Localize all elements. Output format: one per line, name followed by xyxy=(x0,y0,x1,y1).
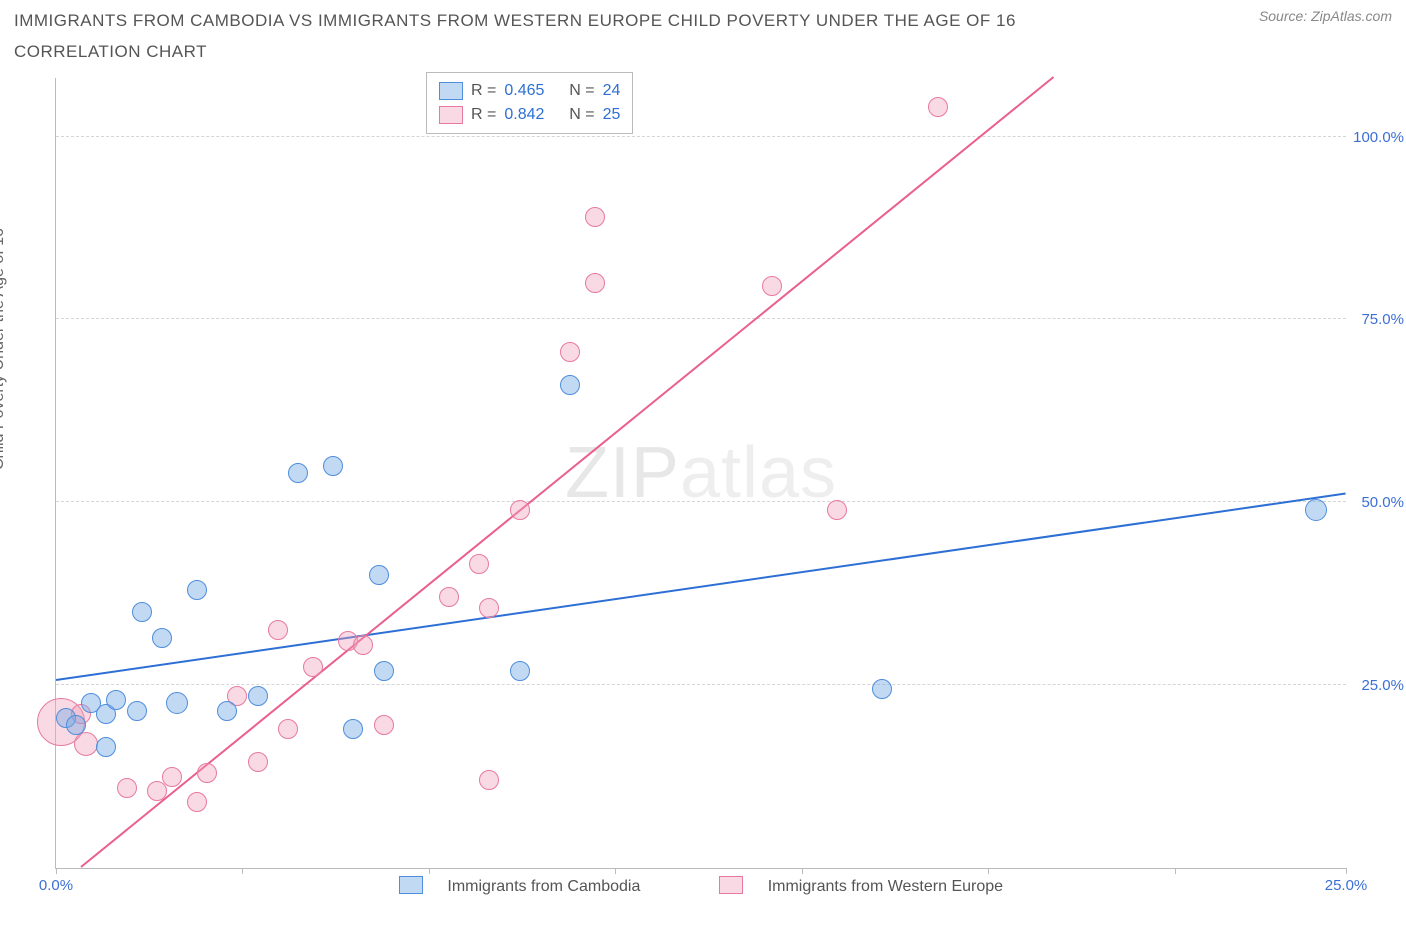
swatch-cambodia xyxy=(439,82,463,100)
legend-r-value-cambodia: 0.465 xyxy=(504,79,544,103)
swatch-weurope xyxy=(439,106,463,124)
y-tick-label: 25.0% xyxy=(1361,677,1404,694)
data-point-weurope xyxy=(479,770,499,790)
x-tick xyxy=(615,868,616,874)
data-point-weurope xyxy=(510,500,530,520)
regression-line-weurope xyxy=(81,76,1055,868)
legend-r-value-weurope: 0.842 xyxy=(504,103,544,127)
legend-n-label: N = xyxy=(569,79,594,103)
legend-row-weurope: R = 0.842 N = 25 xyxy=(439,103,620,127)
data-point-weurope xyxy=(303,657,323,677)
data-point-cambodia xyxy=(66,715,86,735)
x-tick-label: 25.0% xyxy=(1325,877,1368,894)
y-tick-label: 75.0% xyxy=(1361,311,1404,328)
data-point-cambodia xyxy=(166,692,188,714)
data-point-cambodia xyxy=(152,628,172,648)
source-prefix: Source: xyxy=(1259,8,1311,24)
y-tick-label: 50.0% xyxy=(1361,494,1404,511)
data-point-weurope xyxy=(928,97,948,117)
data-point-weurope xyxy=(248,752,268,772)
x-tick xyxy=(802,868,803,874)
data-point-cambodia xyxy=(510,661,530,681)
x-tick xyxy=(1346,868,1347,874)
data-point-weurope xyxy=(353,635,373,655)
x-tick xyxy=(1175,868,1176,874)
data-point-weurope xyxy=(439,587,459,607)
legend-r-label: R = xyxy=(471,79,496,103)
data-point-weurope xyxy=(278,719,298,739)
data-point-weurope xyxy=(117,778,137,798)
data-point-cambodia xyxy=(217,701,237,721)
legend-n-value-weurope: 25 xyxy=(603,103,621,127)
data-point-cambodia xyxy=(132,602,152,622)
legend-n-value-cambodia: 24 xyxy=(603,79,621,103)
gridline-horizontal xyxy=(56,136,1346,137)
data-point-weurope xyxy=(560,342,580,362)
data-point-weurope xyxy=(147,781,167,801)
data-point-weurope xyxy=(479,598,499,618)
data-point-weurope xyxy=(74,732,98,756)
data-point-cambodia xyxy=(323,456,343,476)
data-point-cambodia xyxy=(343,719,363,739)
gridline-horizontal xyxy=(56,318,1346,319)
scatter-plot-area: ZIPatlas R = 0.465 N = 24 R = 0.842 N = … xyxy=(55,78,1346,869)
data-point-cambodia xyxy=(1305,499,1327,521)
chart-title: IMMIGRANTS FROM CAMBODIA VS IMMIGRANTS F… xyxy=(14,6,1114,67)
data-point-cambodia xyxy=(560,375,580,395)
data-point-weurope xyxy=(827,500,847,520)
x-tick xyxy=(242,868,243,874)
data-point-cambodia xyxy=(96,737,116,757)
data-point-cambodia xyxy=(369,565,389,585)
data-point-cambodia xyxy=(288,463,308,483)
y-tick-label: 100.0% xyxy=(1353,129,1404,146)
data-point-weurope xyxy=(762,276,782,296)
source-name: ZipAtlas.com xyxy=(1311,8,1392,24)
x-tick xyxy=(429,868,430,874)
legend-r-label: R = xyxy=(471,103,496,127)
data-point-cambodia xyxy=(127,701,147,721)
legend-row-cambodia: R = 0.465 N = 24 xyxy=(439,79,620,103)
series-legend: Immigrants from Cambodia Immigrants from… xyxy=(56,876,1346,896)
data-point-cambodia xyxy=(872,679,892,699)
data-point-cambodia xyxy=(106,690,126,710)
data-point-weurope xyxy=(197,763,217,783)
y-axis-label: Child Poverty Under the Age of 16 xyxy=(0,228,8,470)
data-point-weurope xyxy=(585,273,605,293)
gridline-horizontal xyxy=(56,501,1346,502)
data-point-cambodia xyxy=(374,661,394,681)
data-point-cambodia xyxy=(248,686,268,706)
data-point-weurope xyxy=(585,207,605,227)
data-point-weurope xyxy=(374,715,394,735)
data-point-weurope xyxy=(187,792,207,812)
data-point-weurope xyxy=(469,554,489,574)
regression-line-cambodia xyxy=(56,493,1346,682)
gridline-horizontal xyxy=(56,684,1346,685)
source-attribution: Source: ZipAtlas.com xyxy=(1259,8,1392,24)
legend-label-cambodia: Immigrants from Cambodia xyxy=(447,878,640,895)
legend-n-label: N = xyxy=(569,103,594,127)
swatch-cambodia-bottom xyxy=(399,876,423,894)
data-point-weurope xyxy=(162,767,182,787)
legend-label-weurope: Immigrants from Western Europe xyxy=(768,878,1003,895)
correlation-legend-box: R = 0.465 N = 24 R = 0.842 N = 25 xyxy=(426,72,633,134)
data-point-weurope xyxy=(268,620,288,640)
data-point-cambodia xyxy=(187,580,207,600)
x-tick xyxy=(56,868,57,874)
x-tick xyxy=(988,868,989,874)
swatch-weurope-bottom xyxy=(719,876,743,894)
x-tick-label: 0.0% xyxy=(39,877,73,894)
